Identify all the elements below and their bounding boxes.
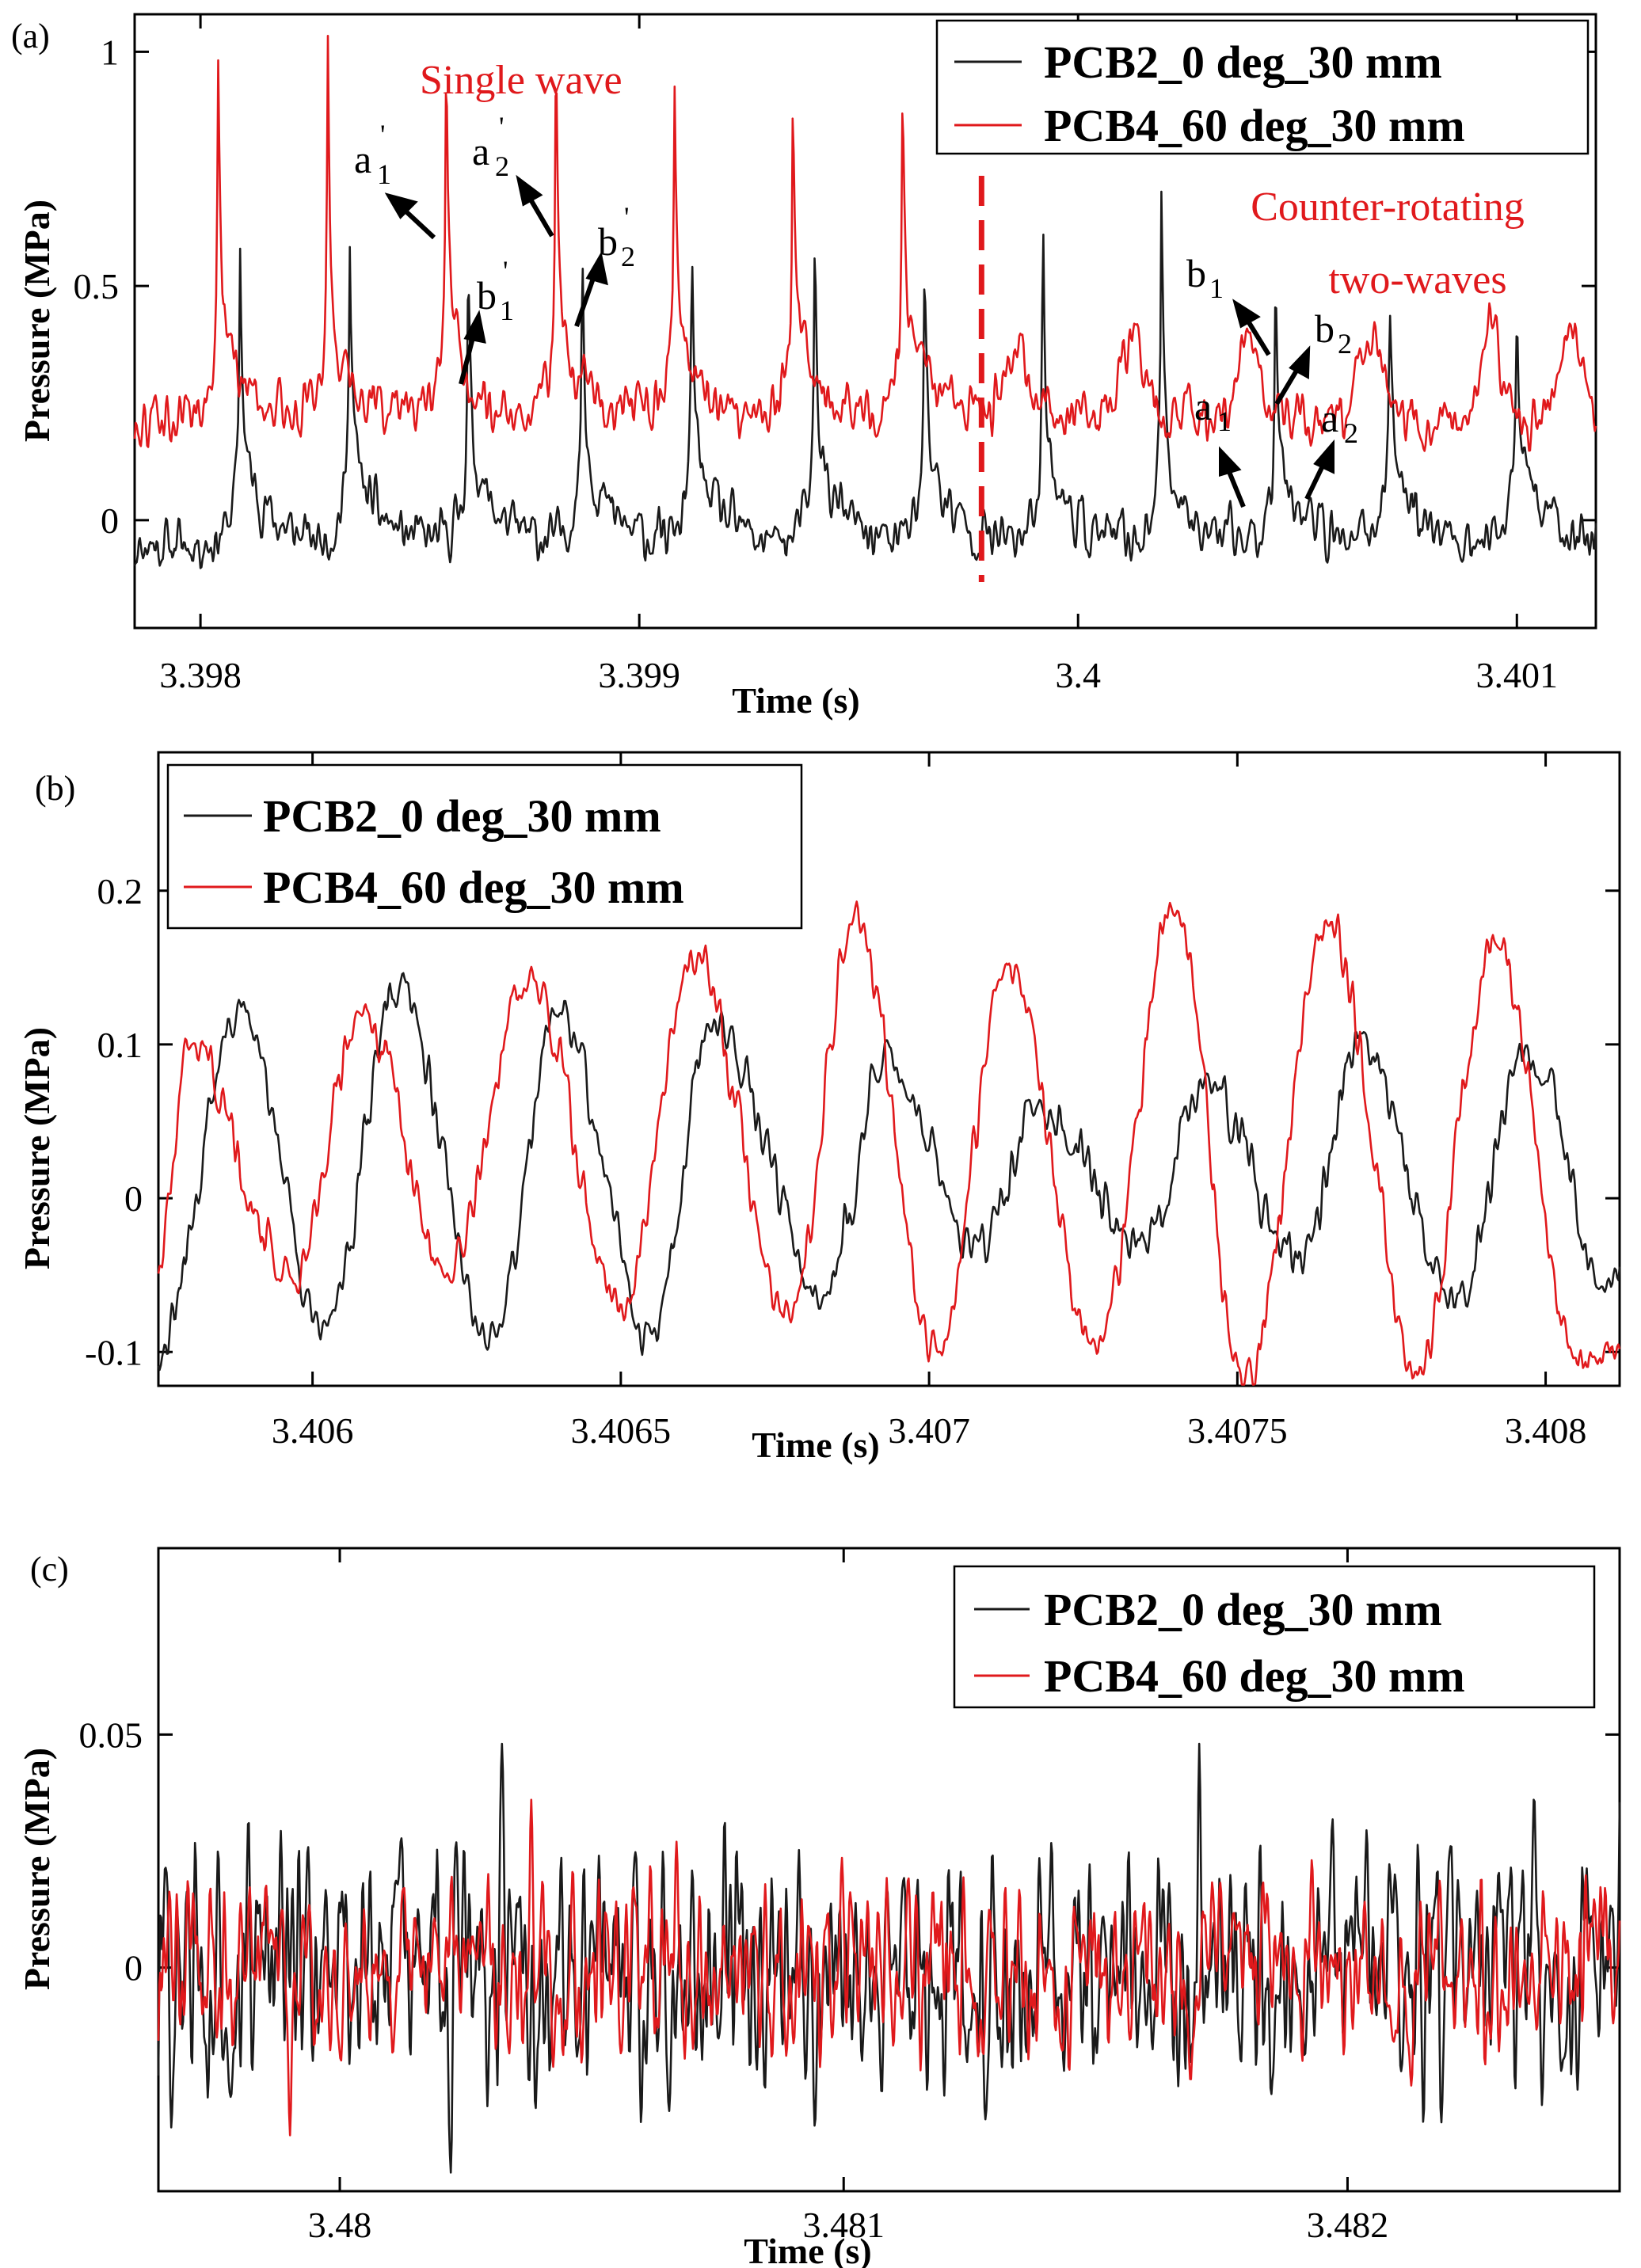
x-tick-label: 3.398 [159, 655, 242, 695]
y-tick-label: 0.2 [97, 871, 143, 911]
legend-label-pcb2: PCB2_0 deg_30 mm [263, 790, 661, 842]
y-tick-label: 0.1 [97, 1025, 143, 1065]
panel-b-lines [157, 900, 1621, 1386]
series-line-pcb4 [157, 900, 1621, 1386]
wave-label-sub: 2 [1338, 328, 1352, 360]
panel-c-lines [157, 1742, 1621, 2174]
x-tick-label: 3.408 [1505, 1410, 1587, 1451]
arrow-head [585, 251, 608, 286]
panel-a-frame [133, 13, 1597, 630]
legend-label-pcb4: PCB4_60 deg_30 mm [1044, 100, 1465, 151]
legend-label-pcb4: PCB4_60 deg_30 mm [1044, 1650, 1465, 1702]
wave-label-base: b [1315, 306, 1335, 351]
x-tick-label: 3.406 [272, 1410, 354, 1451]
arrow-head [463, 310, 486, 344]
panel-a-arrows [384, 174, 1335, 508]
wave-label-prime: ' [380, 119, 386, 150]
arrow-head [1219, 446, 1242, 478]
y-tick-label: 0 [124, 1948, 143, 1988]
series-line-pcb2 [133, 190, 1597, 569]
panel-c-ticks: 3.48 3.481 3.482 0 0.05 [79, 1548, 1620, 2245]
y-tick-label: 0.05 [79, 1714, 143, 1755]
wave-label-base: b [1186, 251, 1206, 295]
wave-label-base: b [477, 273, 497, 318]
arrow-head [1313, 439, 1335, 474]
panel-a-xlabel: Time (s) [732, 680, 859, 721]
x-tick-label: 3.399 [598, 655, 680, 695]
legend-label-pcb4: PCB4_60 deg_30 mm [263, 862, 684, 913]
panel-a-ylabel: Pressure (MPa) [17, 200, 57, 442]
wave-label-sub: 2 [621, 241, 635, 272]
series-line-pcb4 [133, 35, 1597, 452]
annotation-counter-rotating: Counter-rotating [1251, 185, 1525, 230]
wave-label-base: a [1194, 384, 1212, 428]
y-tick-label: -0.1 [85, 1332, 143, 1372]
panel-c-legend [953, 1565, 1596, 1709]
arrow-head [516, 174, 543, 207]
panel-b-ticks: 3.406 3.4065 3.407 3.4075 3.408 -0.1 0 0.1 0.2 [85, 752, 1620, 1451]
wave-label-b1: b 1 [1186, 251, 1224, 304]
panel-b-xlabel: Time (s) [752, 1425, 879, 1465]
x-tick-label: 3.4065 [571, 1410, 672, 1451]
x-tick-label: 3.481 [802, 2205, 885, 2245]
legend-label-pcb2: PCB2_0 deg_30 mm [1044, 1584, 1442, 1635]
wave-label-a2-prime: a 2 ' [472, 111, 509, 182]
wave-label-a1-prime: a 1 ' [354, 119, 391, 190]
wave-label-b2: b 2 [1315, 306, 1352, 360]
wave-label-base: a [472, 129, 489, 173]
x-tick-label: 3.482 [1307, 2205, 1389, 2245]
series-line-pcb4 [157, 1798, 1621, 2137]
annotation-single-wave: Single wave [420, 58, 623, 103]
panel-a-ticks: 3.398 3.399 3.4 3.401 0 0.5 1 [74, 14, 1596, 695]
legend-label-pcb2: PCB2_0 deg_30 mm [1044, 36, 1442, 88]
series-line-pcb2 [157, 972, 1621, 1372]
wave-label-b1-prime: b 1 ' [477, 255, 514, 326]
panel-a-lines [133, 35, 1597, 569]
wave-label-sub: 2 [1344, 417, 1358, 449]
panel-b-legend [166, 763, 803, 930]
panel-b-label: (b) [35, 769, 75, 808]
panel-c-xlabel: Time (s) [744, 2231, 871, 2268]
wave-label-prime: ' [499, 111, 504, 143]
wave-label-sub: 1 [500, 295, 514, 326]
x-tick-label: 3.401 [1476, 655, 1559, 695]
arrow-head [1232, 299, 1261, 329]
y-tick-label: 0.5 [74, 266, 120, 306]
panel-b: (b) 3.406 3.4065 3.407 3.4075 3.408 -0.1 0 0.1 0… [17, 751, 1621, 1465]
x-tick-label: 3.48 [308, 2205, 372, 2245]
wave-label-base: a [354, 137, 371, 181]
arrow-head [1289, 345, 1311, 380]
x-tick-label: 3.4 [1055, 655, 1101, 695]
y-tick-label: 0 [124, 1178, 143, 1219]
panel-a-legend [935, 19, 1590, 155]
arrow-head [384, 192, 418, 219]
wave-label-sub: 1 [1209, 272, 1224, 304]
panel-c: (c) 3.48 3.481 3.482 0 0.05 Time (s) Pressur… [17, 1547, 1621, 2268]
panel-a-label: (a) [11, 17, 50, 55]
panel-a: (a) 3.398 3.399 3.4 3.401 0 0.5 1 Time (s) Pre… [11, 13, 1597, 721]
wave-label-prime: ' [503, 255, 508, 287]
wave-label-base: a [1321, 396, 1338, 440]
wave-label-sub: 1 [377, 158, 391, 190]
y-tick-label: 0 [101, 500, 119, 541]
annotation-two-waves: two-waves [1328, 257, 1506, 303]
panel-c-label: (c) [30, 1550, 69, 1589]
panel-c-ylabel: Pressure (MPa) [17, 1748, 57, 1990]
panel-b-ylabel: Pressure (MPa) [17, 1027, 57, 1269]
wave-label-b2-prime: b 2 ' [598, 201, 635, 272]
x-tick-label: 3.407 [888, 1410, 970, 1451]
wave-label-sub: 2 [495, 150, 509, 182]
y-tick-label: 1 [101, 32, 119, 72]
wave-label-prime: ' [624, 201, 630, 233]
wave-label-a1: a 1 [1194, 384, 1232, 437]
panel-b-frame [157, 751, 1621, 1387]
wave-label-sub: 1 [1217, 405, 1232, 437]
x-tick-label: 3.4075 [1187, 1410, 1288, 1451]
wave-label-a2: a 2 [1321, 396, 1358, 449]
